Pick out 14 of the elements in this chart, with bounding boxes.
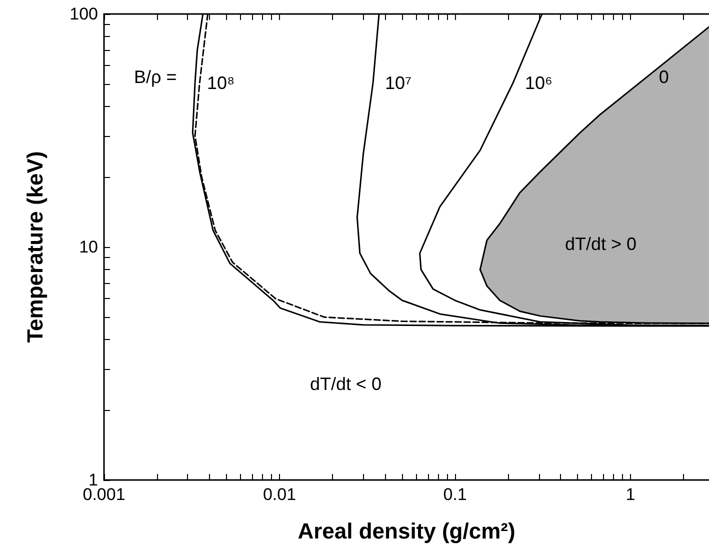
annotation: B/ρ =: [134, 67, 177, 87]
series-label: 10⁷: [385, 72, 412, 93]
series-label: 10⁶: [525, 72, 552, 93]
series-label: 0: [658, 66, 669, 87]
x-tick-label: 0.1: [443, 485, 467, 504]
x-tick-label: 1: [626, 485, 636, 504]
annotation: dT/dt < 0: [310, 374, 382, 394]
y-tick-label: 10: [79, 238, 98, 256]
y-axis-title: Temperature (keV): [22, 151, 48, 343]
series-label: 10⁸: [207, 72, 235, 93]
x-tick-label: 0.01: [262, 485, 296, 504]
annotation: dT/dt > 0: [565, 234, 637, 254]
y-tick-label: 100: [70, 4, 98, 24]
x-axis-title: Areal density (g/cm²): [298, 518, 516, 544]
